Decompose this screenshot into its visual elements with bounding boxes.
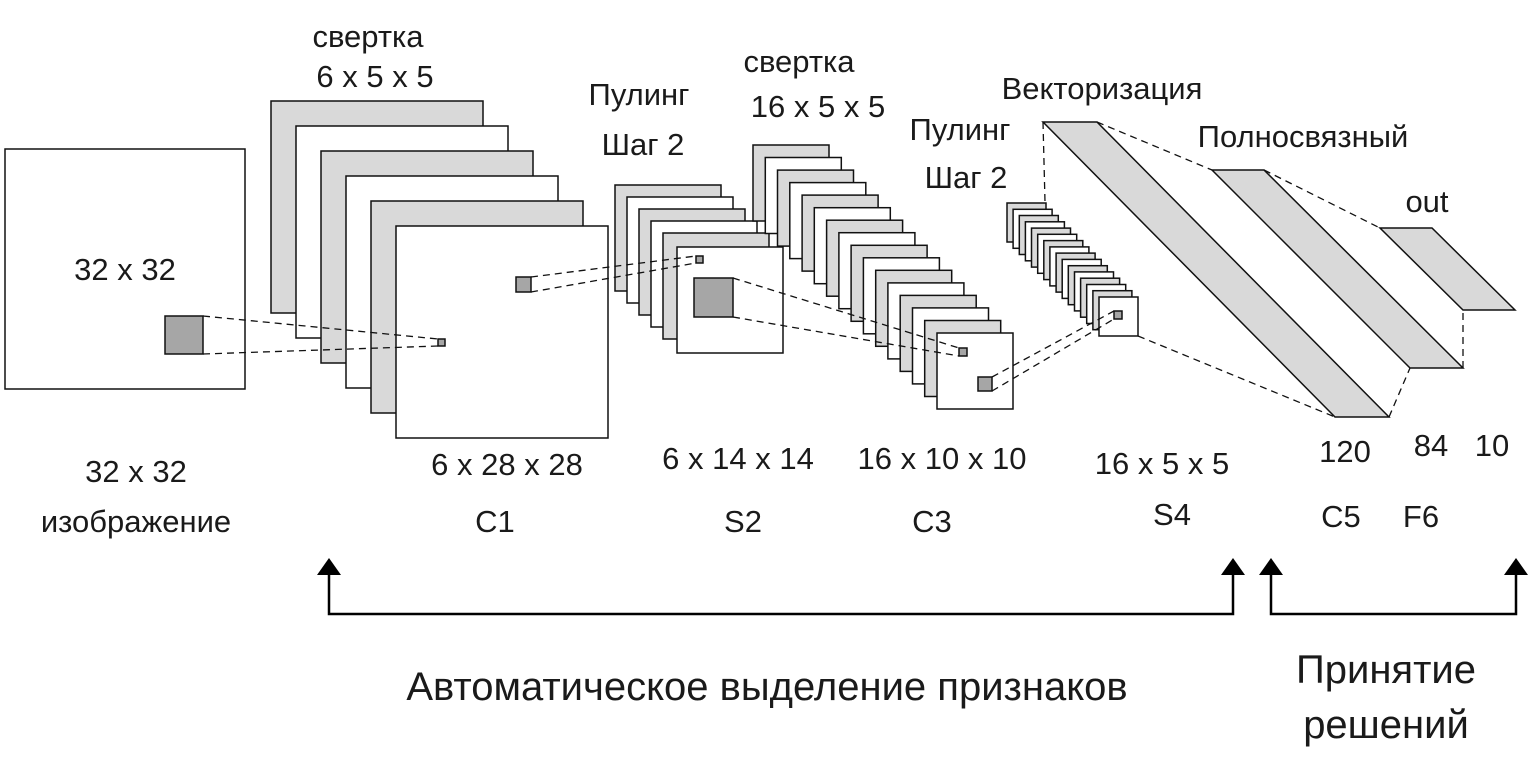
c3-feature-maps bbox=[752, 144, 1014, 410]
c3-pool-patch bbox=[977, 376, 993, 392]
c5-size-label: 120 bbox=[1319, 434, 1371, 469]
pool2-title-line1: Пулинг bbox=[910, 112, 1011, 147]
s2-name-label: S2 bbox=[724, 504, 762, 539]
s4-name-label: S4 bbox=[1153, 497, 1191, 532]
decision-making-bracket bbox=[1259, 558, 1528, 616]
f6-name-label: F6 bbox=[1403, 499, 1439, 534]
c1-pool-patch bbox=[515, 276, 532, 293]
s2-dims-label: 6 x 14 x 14 bbox=[662, 441, 814, 476]
decision-label-line1: Принятие bbox=[1296, 648, 1476, 692]
s2-kernel-patch bbox=[693, 277, 734, 318]
s4-dims-label: 16 x 5 x 5 bbox=[1095, 446, 1229, 481]
conv2-title-line2: 16 x 5 x 5 bbox=[751, 89, 885, 124]
conv2-title-line1: свертка bbox=[743, 44, 855, 79]
s4-target-pixel bbox=[1113, 310, 1123, 320]
input-size-label: 32 x 32 bbox=[74, 252, 176, 287]
arrow-up-icon bbox=[1504, 558, 1528, 575]
pool1-title-line2: Шаг 2 bbox=[602, 127, 685, 162]
feature-extraction-bracket bbox=[317, 558, 1245, 616]
c1-target-pixel bbox=[437, 338, 446, 347]
input-image bbox=[4, 148, 246, 390]
pool1-title-line1: Пулинг bbox=[589, 77, 690, 112]
out-size-label: 10 bbox=[1475, 428, 1509, 463]
out-layer bbox=[1378, 227, 1517, 311]
decision-label-line2: решений bbox=[1303, 703, 1469, 747]
fully-connected-label: Полносвязный bbox=[1198, 119, 1409, 154]
c1-name-label: C1 bbox=[475, 504, 515, 539]
input-kernel-patch bbox=[164, 315, 204, 355]
feature-extraction-label: Автоматическое выделение признаков bbox=[406, 665, 1127, 709]
c3-dims-label: 16 x 10 x 10 bbox=[858, 441, 1027, 476]
conv1-title-line1: свертка bbox=[312, 19, 424, 54]
pool2-title-line2: Шаг 2 bbox=[925, 160, 1008, 195]
c1-feature-maps bbox=[270, 100, 609, 439]
conv1-title-line2: 6 x 5 x 5 bbox=[316, 59, 433, 94]
arrow-up-icon bbox=[1259, 558, 1283, 575]
c1-map-6 bbox=[395, 225, 609, 439]
c3-name-label: C3 bbox=[912, 504, 952, 539]
connection-lines bbox=[202, 121, 1464, 418]
c3-map-16 bbox=[936, 332, 1014, 410]
out-label: out bbox=[1405, 184, 1448, 219]
s4-feature-maps bbox=[1006, 202, 1139, 337]
f6-size-label: 84 bbox=[1414, 428, 1448, 463]
c5-name-label: C5 bbox=[1321, 499, 1361, 534]
c1-dims-label: 6 x 28 x 28 bbox=[431, 447, 583, 482]
input-caption-line1: 32 x 32 bbox=[85, 454, 187, 489]
arrow-up-icon bbox=[1221, 558, 1245, 575]
input-caption-line2: изображение bbox=[41, 504, 231, 539]
s2-target-pixel bbox=[695, 255, 704, 264]
arrow-up-icon bbox=[317, 558, 341, 575]
c3-target-pixel bbox=[958, 347, 968, 357]
vectorize-label: Векторизация bbox=[1002, 71, 1203, 106]
